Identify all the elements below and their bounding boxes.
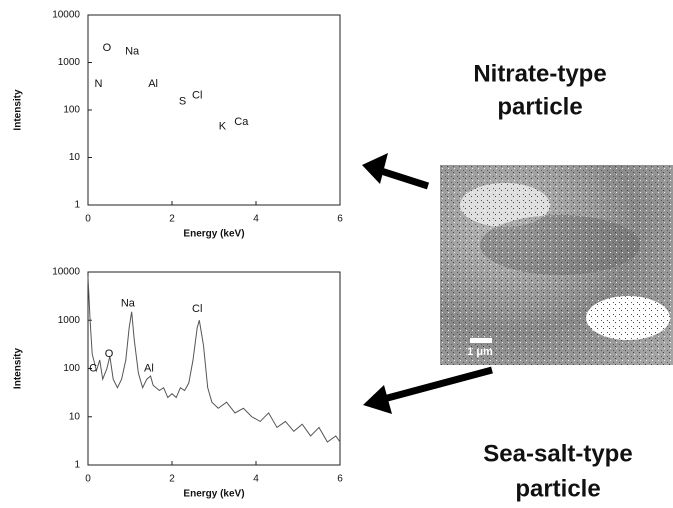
- x-tick-label: 4: [253, 474, 259, 485]
- x-axis-label: Energy (keV): [183, 229, 244, 240]
- y-tick-label: 1000: [58, 57, 81, 68]
- arrows: [362, 153, 493, 414]
- element-label: K: [219, 120, 227, 132]
- nitrate-label: Nitrate-type: [473, 60, 606, 87]
- element-label: Al: [144, 362, 154, 374]
- seasalt-label: Sea-salt-type: [483, 440, 632, 467]
- element-label: Cl: [192, 90, 202, 102]
- element-label: Al: [148, 78, 158, 90]
- y-tick-label: 10: [69, 411, 81, 422]
- y-tick-label: 1000: [58, 315, 81, 326]
- scale-bar-label: 1 μm: [467, 346, 493, 358]
- x-axis-label: Energy (keV): [183, 489, 244, 500]
- y-tick-label: 10000: [52, 267, 80, 278]
- plot-frame: [87, 14, 341, 206]
- x-tick-label: 2: [169, 214, 175, 225]
- element-label: Na: [121, 298, 136, 310]
- y-tick-label: 1: [74, 200, 80, 211]
- element-label: O: [105, 348, 114, 360]
- spectrum-line: [87, 276, 341, 443]
- y-tick-label: 1: [74, 460, 80, 471]
- y-tick-label: 100: [63, 105, 80, 116]
- y-tick-label: 10000: [52, 10, 80, 21]
- y-tick-label: 10: [69, 152, 81, 163]
- y-tick-label: 100: [63, 363, 80, 374]
- x-tick-label: 0: [85, 474, 91, 485]
- x-tick-label: 4: [253, 214, 259, 225]
- element-label: O: [103, 42, 112, 54]
- element-label: C: [89, 362, 97, 374]
- x-tick-label: 6: [337, 214, 343, 225]
- element-label: Na: [125, 45, 140, 57]
- x-tick-label: 0: [85, 214, 91, 225]
- element-label: Ca: [234, 116, 249, 128]
- element-label: Cl: [192, 303, 202, 315]
- y-axis-label: Intensity: [13, 348, 24, 390]
- element-label: S: [179, 96, 186, 108]
- nitrate-label: particle: [497, 93, 582, 120]
- sem-image: 1 μm: [440, 165, 673, 365]
- element-label: N: [95, 78, 103, 90]
- x-tick-label: 2: [169, 474, 175, 485]
- x-tick-label: 6: [337, 474, 343, 485]
- y-axis-label: Intensity: [13, 89, 24, 131]
- seasalt-label: particle: [515, 475, 600, 502]
